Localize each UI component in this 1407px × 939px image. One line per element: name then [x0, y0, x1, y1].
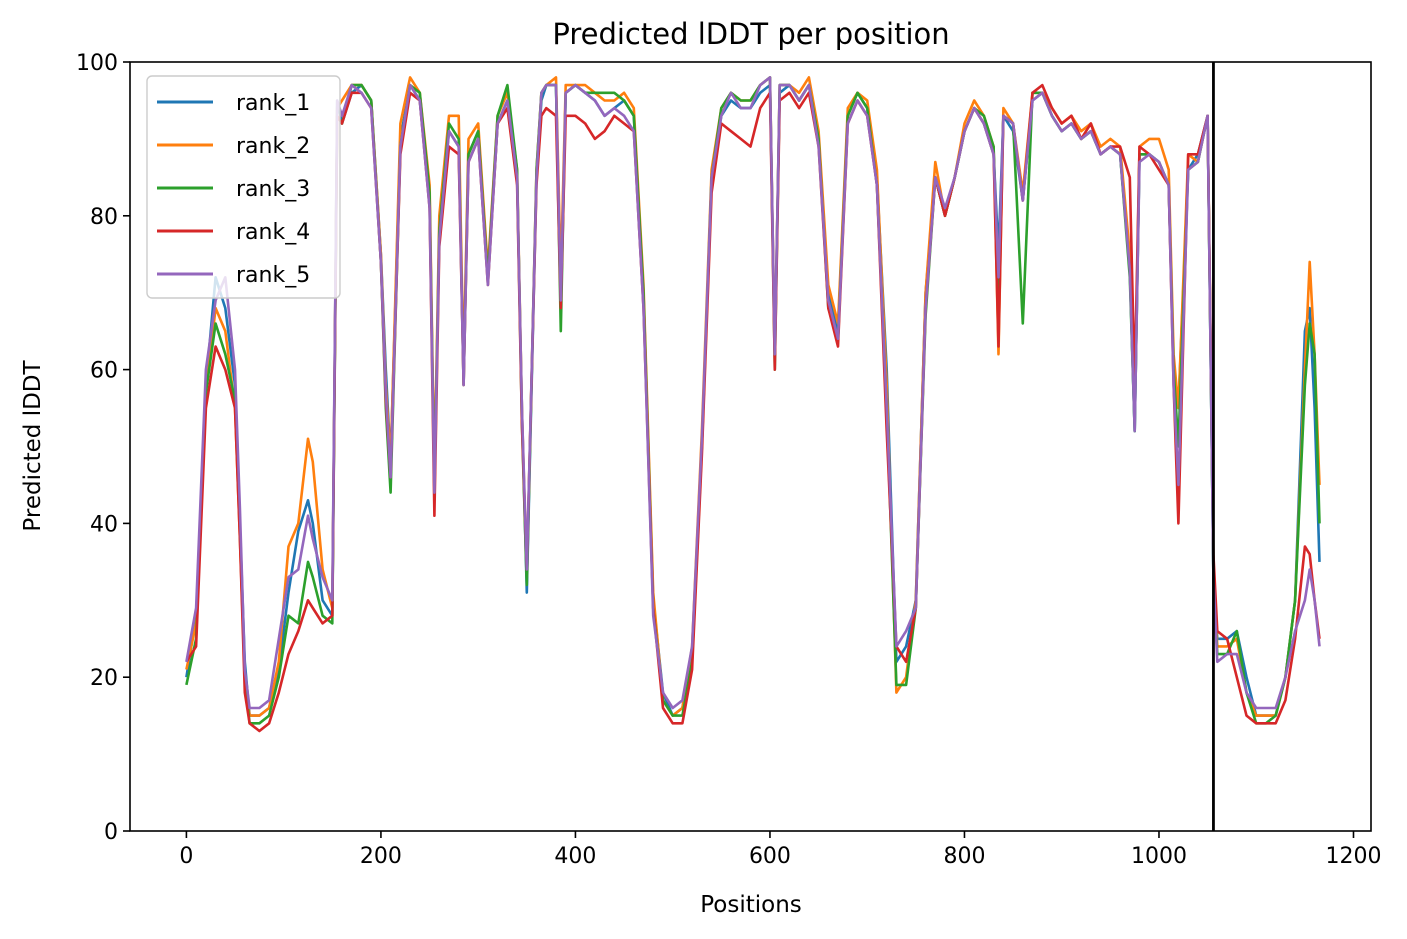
series-line-rank-2: [185, 76, 1321, 717]
legend-label: rank_2: [236, 134, 310, 159]
y-axis: 0 20 40 60 80 100: [76, 51, 130, 845]
x-tick-label: 0: [179, 844, 193, 869]
legend-box: [146, 75, 341, 299]
y-tick-label: 20: [90, 666, 118, 691]
x-tick-label: 200: [360, 844, 402, 869]
x-tick-label: 1000: [1131, 844, 1187, 869]
series-group: [185, 76, 1321, 733]
plot-frame: [129, 61, 1372, 832]
series-line-rank-3: [185, 76, 1321, 725]
y-tick-label: 60: [90, 359, 118, 384]
x-tick-label: 400: [554, 844, 596, 869]
legend-label: rank_3: [236, 177, 310, 202]
series-line-rank-4: [185, 83, 1321, 733]
y-axis-label: Predicted lDDT: [20, 359, 46, 531]
chart-title: Predicted lDDT per position: [552, 17, 949, 51]
y-tick-label: 0: [104, 820, 118, 845]
legend: rank_1 rank_2 rank_3 rank_4 rank_5: [146, 75, 341, 299]
series-line-rank-5: [185, 76, 1321, 710]
x-tick-label: 800: [943, 844, 985, 869]
legend-label: rank_5: [236, 263, 310, 288]
legend-label: rank_1: [236, 91, 310, 116]
x-tick-label: 600: [749, 844, 791, 869]
plot-area: [129, 61, 1372, 832]
y-tick-label: 40: [90, 512, 118, 537]
x-axis-label: Positions: [700, 892, 802, 918]
series-line-rank-1: [185, 83, 1321, 717]
legend-label: rank_4: [236, 220, 310, 245]
y-tick-label: 100: [76, 51, 118, 76]
x-tick-label: 1200: [1325, 844, 1381, 869]
y-tick-label: 80: [90, 205, 118, 230]
x-axis: 0 200 400 600 800 1000 1200: [179, 831, 1381, 869]
